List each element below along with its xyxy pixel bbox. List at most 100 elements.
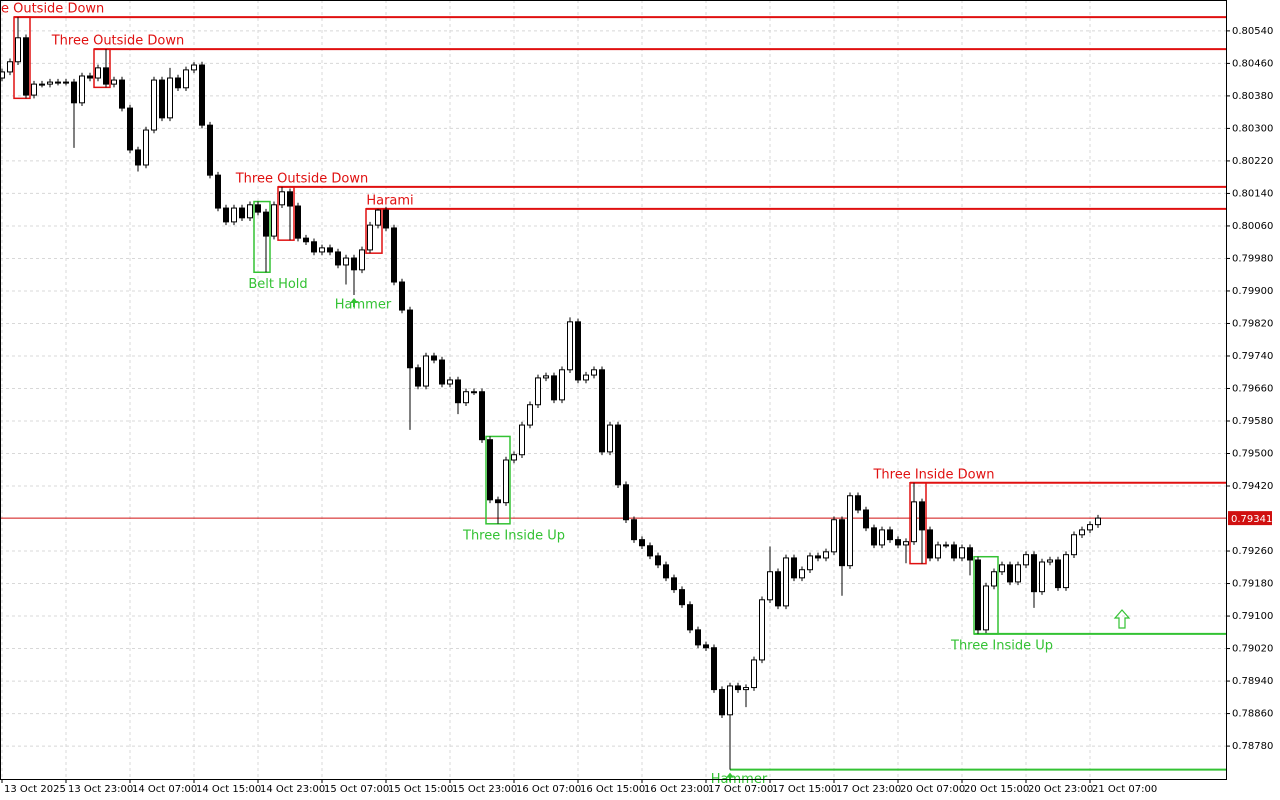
y-tick-label: 0.79500	[1232, 449, 1273, 460]
candle-body	[543, 375, 549, 379]
candle-body	[959, 547, 965, 559]
candle-body	[367, 224, 373, 251]
y-tick-label: 0.79900	[1232, 286, 1273, 297]
candle-body	[1007, 564, 1013, 583]
candles	[0, 17, 1101, 770]
candle-body	[199, 64, 205, 126]
candle-body	[639, 539, 645, 547]
candle-body	[487, 439, 493, 501]
candle-body	[695, 629, 701, 646]
candle-body	[1055, 559, 1061, 589]
x-tick-label: 13 Oct 2025	[4, 784, 66, 795]
candle-body	[183, 69, 189, 89]
y-tick-label: 0.80300	[1232, 123, 1273, 134]
candle-body	[231, 207, 237, 223]
candle-body	[479, 391, 485, 441]
candle-body	[727, 685, 733, 716]
candle-body	[711, 647, 717, 691]
candle-body	[783, 557, 789, 607]
candle-body	[295, 205, 301, 239]
pattern-label: Three Outside Down	[235, 171, 369, 186]
pattern-box	[13, 16, 31, 100]
candle-body	[839, 519, 845, 567]
candle-body	[439, 359, 445, 385]
candle-body	[191, 64, 197, 71]
candle-body	[143, 129, 149, 166]
candle-body	[679, 589, 685, 606]
candle-body	[855, 495, 861, 511]
x-tick-label: 20 Oct 15:00	[964, 784, 1029, 795]
candle-body	[575, 321, 581, 381]
y-tick-label: 0.79100	[1232, 611, 1273, 622]
candle-body	[1063, 554, 1069, 589]
x-tick-label: 14 Oct 07:00	[132, 784, 197, 795]
y-tick-label: 0.79740	[1232, 351, 1273, 362]
candle-body	[847, 495, 853, 567]
candle-body	[247, 204, 253, 219]
pattern-arrow	[726, 772, 734, 782]
candle-body	[135, 149, 141, 166]
candle-body	[279, 191, 285, 206]
candle-body	[871, 527, 877, 546]
candle-body	[935, 544, 941, 559]
x-tick-label: 15 Oct 07:00	[324, 784, 389, 795]
candle-body	[327, 247, 333, 253]
candle-body	[39, 83, 45, 86]
x-tick-label: 15 Oct 23:00	[452, 784, 517, 795]
candle-body	[951, 544, 957, 559]
x-tick-label: 16 Oct 23:00	[644, 784, 709, 795]
candle-body	[799, 569, 805, 579]
y-tick-label: 0.79260	[1232, 546, 1273, 557]
candle-body	[831, 519, 837, 553]
pattern-label: Three Inside Down	[872, 467, 994, 482]
candle-body	[535, 377, 541, 406]
candle-body	[1023, 554, 1029, 566]
pattern-box	[253, 200, 271, 274]
candle-body	[1047, 559, 1053, 563]
candle-body	[895, 539, 901, 546]
pattern-label: Belt Hold	[248, 277, 307, 292]
candle-body	[671, 577, 677, 591]
candle-body	[335, 251, 341, 266]
candle-body	[607, 424, 613, 453]
candle-body	[615, 424, 621, 486]
candle-body	[751, 659, 757, 689]
candle-body	[1071, 534, 1077, 556]
candle-body	[647, 545, 653, 557]
candle-body	[551, 375, 557, 401]
pattern-arrow	[350, 298, 358, 308]
pattern-box	[909, 482, 927, 565]
candle-body	[983, 585, 989, 631]
pattern-label: Three Outside Down	[51, 34, 185, 49]
candle-body	[79, 75, 85, 104]
grid	[0, 0, 1226, 779]
candle-body	[15, 37, 21, 63]
candle-body	[407, 309, 413, 369]
candle-body	[103, 67, 109, 85]
candle-body	[655, 555, 661, 566]
candle-body	[511, 454, 517, 461]
current-price-box	[1228, 511, 1272, 526]
candle-body	[1039, 561, 1045, 593]
candle-body	[599, 369, 605, 453]
candle-body	[343, 257, 349, 266]
y-tick-label: 0.78940	[1232, 676, 1273, 687]
pattern-label: Three Inside Up	[462, 528, 565, 543]
candle-body	[71, 81, 77, 104]
candle-body	[943, 544, 949, 547]
pattern-box	[973, 555, 999, 635]
candle-body	[159, 79, 165, 119]
candle-body	[815, 555, 821, 559]
candle-body	[887, 529, 893, 541]
candle-body	[495, 499, 501, 504]
candle-body	[239, 207, 245, 219]
candle-body	[47, 81, 53, 85]
candle-body	[111, 79, 117, 85]
candle-body	[623, 484, 629, 521]
candle-body	[687, 604, 693, 631]
x-tick-label: 15 Oct 15:00	[388, 784, 453, 795]
pattern-box	[93, 48, 111, 89]
candle-body	[447, 379, 453, 385]
